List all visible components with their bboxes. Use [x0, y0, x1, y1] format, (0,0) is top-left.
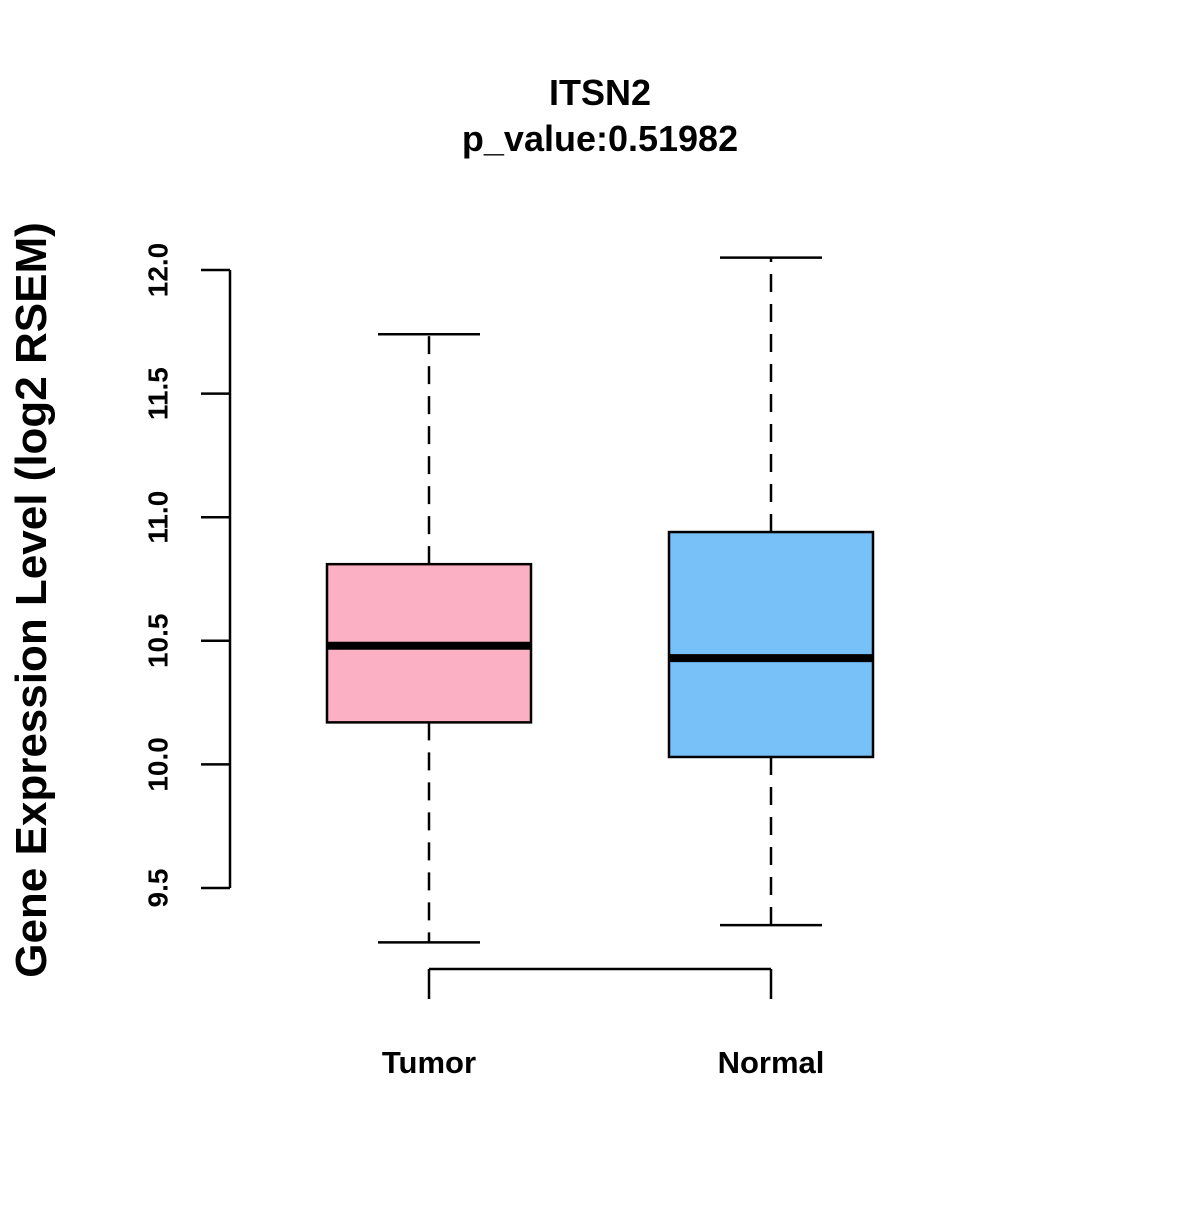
y-tick-label: 12.0 — [142, 243, 173, 298]
chart-title: ITSN2 — [549, 72, 651, 113]
y-tick-label: 11.0 — [142, 491, 173, 544]
y-tick-label: 11.5 — [142, 367, 173, 420]
chart-subtitle: p_value:0.51982 — [462, 118, 738, 159]
y-axis-label: Gene Expression Level (log2 RSEM) — [7, 222, 56, 978]
comparison-bracket — [427, 967, 773, 999]
y-axis-ticks: 9.5 10.0 10.5 11.0 11.5 12.0 — [142, 243, 230, 908]
x-category-label-tumor: Tumor — [382, 1045, 476, 1080]
y-tick-label: 10.0 — [142, 737, 173, 792]
box-tumor — [325, 333, 533, 944]
y-tick-label: 9.5 — [142, 869, 173, 908]
x-axis-labels: Tumor Normal — [382, 1045, 824, 1080]
box-normal — [667, 256, 875, 927]
boxes — [325, 256, 875, 944]
iqr-box-normal — [667, 530, 875, 759]
y-tick-label: 10.5 — [142, 614, 173, 669]
x-category-label-normal: Normal — [718, 1045, 825, 1080]
